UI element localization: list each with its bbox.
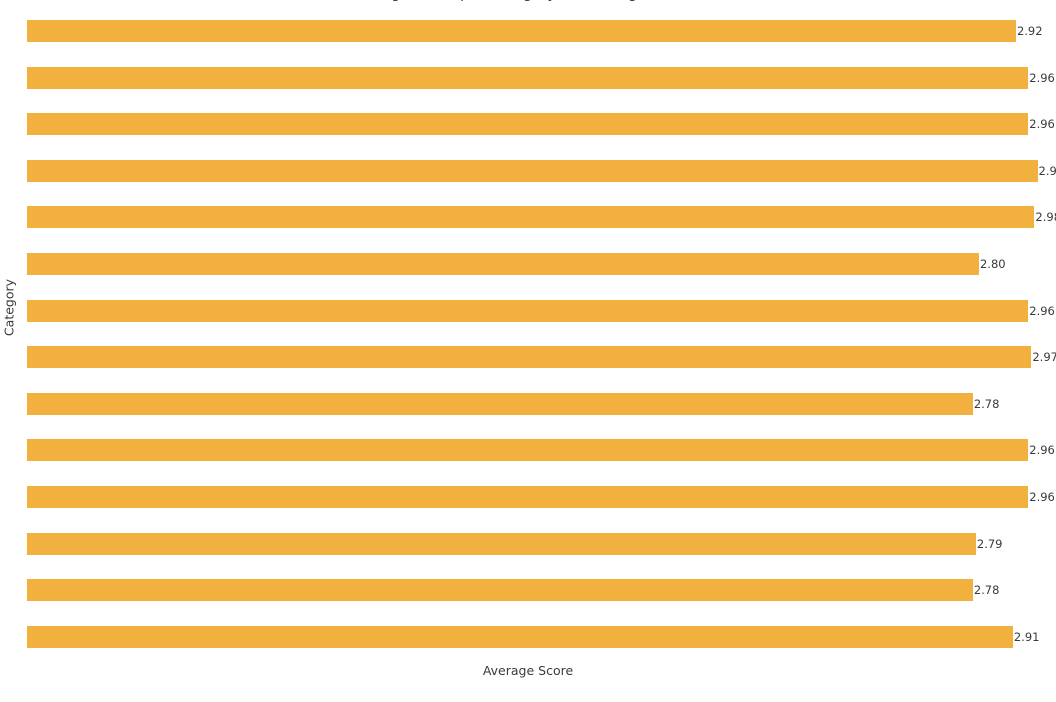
bar[interactable] bbox=[27, 206, 1035, 229]
bar-row: 2.80 bbox=[27, 253, 1056, 275]
bar-row: 2.96 bbox=[27, 113, 1056, 136]
bar-value-label: 2.78 bbox=[973, 396, 1000, 411]
bar-row: 2.96 bbox=[27, 299, 1056, 322]
bar-value-label: 2.96 bbox=[1029, 303, 1055, 318]
bar-value-label: 2.91 bbox=[1013, 629, 1040, 644]
bar[interactable] bbox=[27, 392, 973, 415]
bar[interactable] bbox=[27, 579, 973, 602]
bar-row: 2.97 bbox=[27, 346, 1056, 369]
bar-row: 2.99 bbox=[27, 159, 1056, 182]
bar[interactable] bbox=[27, 113, 1029, 136]
bar-row: 2.96 bbox=[27, 66, 1056, 89]
bar-row: 2.78 bbox=[27, 392, 1056, 415]
bar[interactable] bbox=[27, 625, 1013, 648]
bar[interactable] bbox=[27, 532, 976, 555]
y-axis-label: Category bbox=[1, 278, 17, 337]
bar-value-label: 2.80 bbox=[979, 257, 1006, 271]
bar[interactable] bbox=[27, 299, 1029, 322]
bar-value-label: 2.96 bbox=[1029, 443, 1055, 458]
bar-value-label: 2.96 bbox=[1029, 117, 1055, 132]
bar[interactable] bbox=[27, 66, 1029, 89]
bar[interactable] bbox=[27, 20, 1016, 42]
bar[interactable] bbox=[27, 159, 1038, 182]
bar-value-label: 2.92 bbox=[1016, 24, 1043, 38]
bar[interactable] bbox=[27, 486, 1029, 508]
chart-title: Average Score per Category (excluding Nu… bbox=[0, 0, 1056, 2]
bar-row: 2.92 bbox=[27, 20, 1056, 42]
bar-row: 2.96 bbox=[27, 439, 1056, 462]
bar-row: 2.98 bbox=[27, 206, 1056, 229]
bar-value-label: 2.99 bbox=[1038, 163, 1056, 178]
bar[interactable] bbox=[27, 439, 1029, 462]
bar[interactable] bbox=[27, 346, 1032, 369]
bar-value-label: 2.96 bbox=[1029, 490, 1055, 504]
bar-value-label: 2.96 bbox=[1029, 70, 1055, 85]
bar-row: 2.96 bbox=[27, 486, 1056, 508]
plot-area: 2.92 2.96 2.96 2.99 2.98 2.80 2.96 2.97 2.78 2.96… bbox=[27, 0, 1056, 652]
x-axis-label: Average Score bbox=[482, 663, 574, 678]
bar-row: 2.79 bbox=[27, 532, 1056, 555]
bar-value-label: 2.98 bbox=[1035, 210, 1056, 225]
bar-value-label: 2.78 bbox=[973, 583, 1000, 598]
bar-value-label: 2.97 bbox=[1032, 350, 1056, 365]
bar-value-label: 2.79 bbox=[976, 536, 1003, 551]
bar-row: 2.91 bbox=[27, 625, 1056, 648]
bar[interactable] bbox=[27, 253, 979, 275]
bar-row: 2.78 bbox=[27, 579, 1056, 602]
